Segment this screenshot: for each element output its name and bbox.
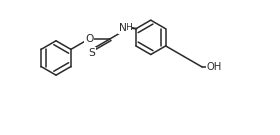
Text: N: N bbox=[119, 23, 127, 33]
Text: H: H bbox=[125, 23, 132, 32]
Text: O: O bbox=[85, 34, 93, 44]
Text: OH: OH bbox=[207, 62, 222, 72]
Text: S: S bbox=[88, 48, 95, 58]
